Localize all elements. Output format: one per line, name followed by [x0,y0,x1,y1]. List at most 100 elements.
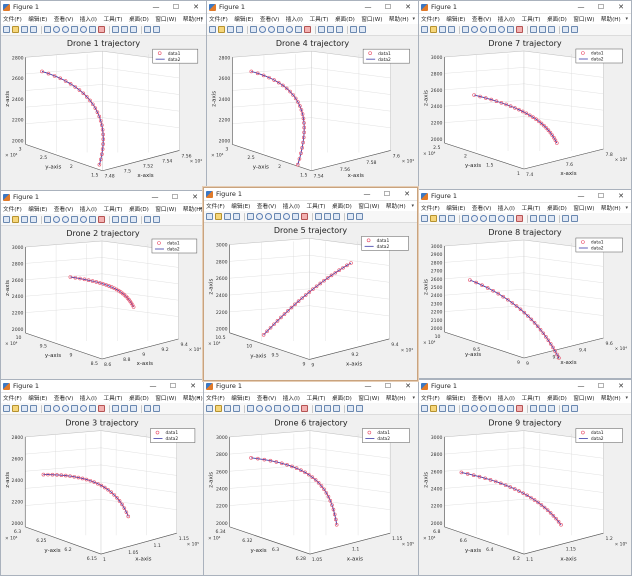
save-icon[interactable] [439,215,446,222]
menu-item[interactable]: 窗口(W) [155,17,177,23]
menu-item[interactable]: 编辑(E) [231,396,251,402]
data-cursor-icon[interactable] [507,405,514,412]
menu-item[interactable]: 桌面(D) [128,17,149,23]
rotate-3d-icon[interactable] [283,213,290,220]
menu-item[interactable]: 窗口(W) [361,17,383,23]
pan-icon[interactable] [489,215,496,222]
brush-icon[interactable] [98,26,105,33]
menu-item[interactable]: 帮助(H) [385,396,406,402]
menu-item[interactable]: 编辑(E) [28,207,48,213]
print-icon[interactable] [30,405,37,412]
link-plot-icon[interactable] [530,405,537,412]
pointer-icon[interactable] [247,405,254,412]
zoom-in-icon[interactable] [53,216,60,223]
open-file-icon[interactable] [430,26,437,33]
zoom-out-icon[interactable] [480,26,487,33]
dock-icon[interactable] [153,405,160,412]
data-cursor-icon[interactable] [89,26,96,33]
data-cursor-icon[interactable] [507,26,514,33]
menu-item[interactable]: 帮助(H) [600,17,621,23]
link-plot-icon[interactable] [315,405,322,412]
menu-item[interactable]: 文件(F) [3,17,22,23]
zoom-in-icon[interactable] [53,26,60,33]
menu-overflow-icon[interactable]: ▾ [412,395,415,401]
figure-canvas[interactable]: Drone 7 trajectory 2000 2200 2400 2600 2800 30… [419,37,631,189]
dock-icon[interactable] [571,215,578,222]
new-figure-icon[interactable] [3,405,10,412]
menu-item[interactable]: 插入(I) [497,17,515,23]
menu-item[interactable]: 帮助(H) [600,396,621,402]
legend-icon[interactable] [548,215,555,222]
new-figure-icon[interactable] [421,405,428,412]
link-plot-icon[interactable] [112,26,119,33]
print-icon[interactable] [30,26,37,33]
menu-overflow-icon[interactable]: ▾ [625,16,628,22]
legend-icon[interactable] [333,405,340,412]
close-button[interactable]: ✕ [404,190,410,198]
rotate-3d-icon[interactable] [80,26,87,33]
rotate-3d-icon[interactable] [498,405,505,412]
open-file-icon[interactable] [12,405,19,412]
new-figure-icon[interactable] [206,213,213,220]
dock-icon[interactable] [571,26,578,33]
legend-icon[interactable] [130,26,137,33]
rotate-3d-icon[interactable] [498,215,505,222]
menu-item[interactable]: 帮助(H) [385,204,406,210]
figure-window-5[interactable]: Figure 1 — ☐ ✕ 文件(F) 编辑(E) 查看(V) 插入(I) 工具(T) 桌面(D… [203,187,418,381]
menu-item[interactable]: 工具(T) [521,206,541,212]
menu-item[interactable]: 窗口(W) [573,206,595,212]
zoom-out-icon[interactable] [480,405,487,412]
menu-item[interactable]: 帮助(H) [388,17,409,23]
hide-tools-icon[interactable] [347,213,354,220]
title-bar[interactable]: Figure 1 — ☐ ✕ [419,380,631,393]
open-file-icon[interactable] [215,213,222,220]
title-bar[interactable]: Figure 1 — ☐ ✕ [1,191,205,204]
hide-tools-icon[interactable] [562,26,569,33]
data-cursor-icon[interactable] [292,213,299,220]
zoom-out-icon[interactable] [62,216,69,223]
axes-3d[interactable]: Drone 4 trajectory 2000 2200 2400 2600 2800 z-… [207,37,418,191]
menu-overflow-icon[interactable]: ▾ [625,205,628,211]
figure-canvas[interactable]: Drone 2 trajectory 2000 2200 2400 2600 2800 30… [1,227,205,379]
menu-item[interactable]: 文件(F) [3,396,22,402]
axes-3d[interactable]: Drone 6 trajectory 2000 2200 2400 2600 2800 30… [204,416,418,575]
minimize-button[interactable]: — [577,382,585,390]
data-cursor-icon[interactable] [507,215,514,222]
minimize-button[interactable]: — [149,382,157,390]
open-file-icon[interactable] [430,215,437,222]
pointer-icon[interactable] [44,216,51,223]
menu-item[interactable]: 文件(F) [209,17,228,23]
menu-item[interactable]: 插入(I) [282,204,300,210]
menu-item[interactable]: 桌面(D) [331,204,352,210]
rotate-3d-icon[interactable] [80,405,87,412]
axes-3d[interactable]: Drone 1 trajectory 2000 2200 2400 2600 2800 z-… [1,37,206,191]
save-icon[interactable] [439,26,446,33]
figure-canvas[interactable]: Drone 4 trajectory 2000 2200 2400 2600 2800 z-… [207,37,418,191]
minimize-button[interactable]: — [152,3,160,11]
save-icon[interactable] [224,213,231,220]
maximize-button[interactable]: ☐ [383,190,391,198]
data-cursor-icon[interactable] [295,26,302,33]
menu-item[interactable]: 帮助(H) [182,17,203,23]
open-file-icon[interactable] [218,26,225,33]
brush-icon[interactable] [98,405,105,412]
menu-item[interactable]: 编辑(E) [231,204,251,210]
new-figure-icon[interactable] [3,26,10,33]
menu-overflow-icon[interactable]: ▾ [625,395,628,401]
minimize-button[interactable]: — [364,3,372,11]
rotate-3d-icon[interactable] [286,26,293,33]
menu-item[interactable]: 查看(V) [256,396,277,402]
zoom-in-icon[interactable] [471,405,478,412]
menu-item[interactable]: 编辑(E) [446,396,466,402]
link-plot-icon[interactable] [315,213,322,220]
link-plot-icon[interactable] [530,26,537,33]
data-cursor-icon[interactable] [89,216,96,223]
menu-item[interactable]: 文件(F) [206,204,225,210]
menu-item[interactable]: 窗口(W) [358,396,380,402]
figure-window-8[interactable]: Figure 1 — ☐ ✕ 文件(F) 编辑(E) 查看(V) 插入(I) 工具(T) 桌面(D… [203,379,419,576]
print-icon[interactable] [30,216,37,223]
hide-tools-icon[interactable] [350,26,357,33]
link-plot-icon[interactable] [318,26,325,33]
figure-window-6[interactable]: Figure 1 — ☐ ✕ 文件(F) 编辑(E) 查看(V) 插入(I) 工具(T) 桌面(D… [418,189,632,379]
menu-item[interactable]: 编辑(E) [28,17,48,23]
